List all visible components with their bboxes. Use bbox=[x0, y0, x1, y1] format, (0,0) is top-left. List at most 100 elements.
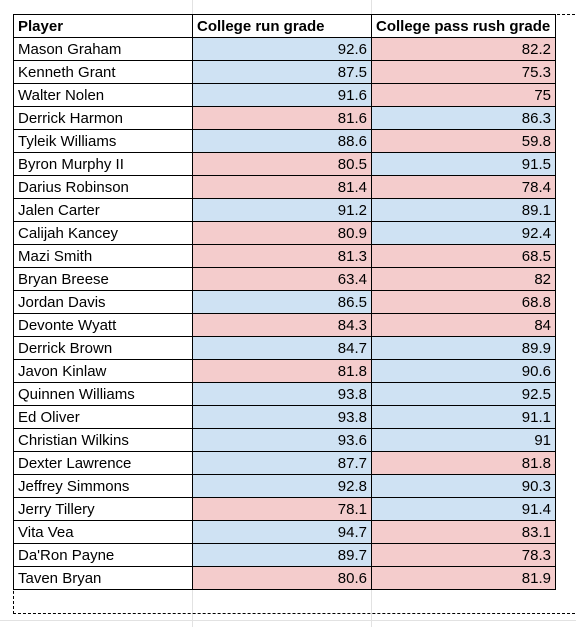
table-row: Christian Wilkins 93.6 91 bbox=[13, 428, 556, 452]
run-grade-cell[interactable]: 81.8 bbox=[192, 359, 372, 383]
pass-rush-grade-cell[interactable]: 91.5 bbox=[371, 152, 556, 176]
table-row: Quinnen Williams 93.8 92.5 bbox=[13, 382, 556, 406]
player-cell[interactable]: Byron Murphy II bbox=[13, 152, 193, 176]
selection-border bbox=[13, 613, 575, 614]
pass-rush-grade-cell[interactable]: 78.3 bbox=[371, 543, 556, 567]
table-row: Derrick Brown 84.7 89.9 bbox=[13, 336, 556, 360]
player-cell[interactable]: Calijah Kancey bbox=[13, 221, 193, 245]
table-row: Kenneth Grant 87.5 75.3 bbox=[13, 60, 556, 84]
table-row: Vita Vea 94.7 83.1 bbox=[13, 520, 556, 544]
player-cell[interactable]: Dexter Lawrence bbox=[13, 451, 193, 475]
pass-rush-grade-cell[interactable]: 82 bbox=[371, 267, 556, 291]
pass-rush-grade-cell[interactable]: 92.4 bbox=[371, 221, 556, 245]
player-cell[interactable]: Mason Graham bbox=[13, 37, 193, 61]
pass-rush-grade-cell[interactable]: 83.1 bbox=[371, 520, 556, 544]
run-grade-cell[interactable]: 88.6 bbox=[192, 129, 372, 153]
player-cell[interactable]: Taven Bryan bbox=[13, 566, 193, 590]
pass-rush-grade-cell[interactable]: 68.5 bbox=[371, 244, 556, 268]
player-cell[interactable]: Devonte Wyatt bbox=[13, 313, 193, 337]
player-cell[interactable]: Mazi Smith bbox=[13, 244, 193, 268]
pass-rush-grade-cell[interactable]: 86.3 bbox=[371, 106, 556, 130]
header-college-run-grade[interactable]: College run grade bbox=[192, 14, 372, 38]
run-grade-cell[interactable]: 78.1 bbox=[192, 497, 372, 521]
pass-rush-grade-cell[interactable]: 75.3 bbox=[371, 60, 556, 84]
player-cell[interactable]: Christian Wilkins bbox=[13, 428, 193, 452]
player-cell[interactable]: Derrick Harmon bbox=[13, 106, 193, 130]
run-grade-cell[interactable]: 92.6 bbox=[192, 37, 372, 61]
header-college-pass-rush-grade[interactable]: College pass rush grade bbox=[371, 14, 556, 38]
table-row: Walter Nolen 91.6 75 bbox=[13, 83, 556, 107]
run-grade-cell[interactable]: 91.2 bbox=[192, 198, 372, 222]
table-row: Mazi Smith 81.3 68.5 bbox=[13, 244, 556, 268]
run-grade-cell[interactable]: 87.7 bbox=[192, 451, 372, 475]
pass-rush-grade-cell[interactable]: 82.2 bbox=[371, 37, 556, 61]
player-cell[interactable]: Kenneth Grant bbox=[13, 60, 193, 84]
player-cell[interactable]: Derrick Brown bbox=[13, 336, 193, 360]
run-grade-cell[interactable]: 63.4 bbox=[192, 267, 372, 291]
player-cell[interactable]: Jalen Carter bbox=[13, 198, 193, 222]
pass-rush-grade-cell[interactable]: 81.8 bbox=[371, 451, 556, 475]
player-cell[interactable]: Javon Kinlaw bbox=[13, 359, 193, 383]
player-cell[interactable]: Quinnen Williams bbox=[13, 382, 193, 406]
table-row: Ed Oliver 93.8 91.1 bbox=[13, 405, 556, 429]
pass-rush-grade-cell[interactable]: 84 bbox=[371, 313, 556, 337]
pass-rush-grade-cell[interactable]: 90.6 bbox=[371, 359, 556, 383]
player-cell[interactable]: Jordan Davis bbox=[13, 290, 193, 314]
run-grade-cell[interactable]: 84.3 bbox=[192, 313, 372, 337]
player-cell[interactable]: Jeffrey Simmons bbox=[13, 474, 193, 498]
table-row: Calijah Kancey 80.9 92.4 bbox=[13, 221, 556, 245]
header-row: Player College run grade College pass ru… bbox=[13, 14, 556, 38]
pass-rush-grade-cell[interactable]: 75 bbox=[371, 83, 556, 107]
table-row: Jeffrey Simmons 92.8 90.3 bbox=[13, 474, 556, 498]
run-grade-cell[interactable]: 81.6 bbox=[192, 106, 372, 130]
pass-rush-grade-cell[interactable]: 89.1 bbox=[371, 198, 556, 222]
table-body: Mason Graham 92.6 82.2 Kenneth Grant 87.5 75.… bbox=[13, 37, 556, 590]
run-grade-cell[interactable]: 86.5 bbox=[192, 290, 372, 314]
data-table: Player College run grade College pass ru… bbox=[13, 14, 556, 590]
table-row: Jerry Tillery 78.1 91.4 bbox=[13, 497, 556, 521]
pass-rush-grade-cell[interactable]: 91.4 bbox=[371, 497, 556, 521]
pass-rush-grade-cell[interactable]: 92.5 bbox=[371, 382, 556, 406]
table-row: Tyleik Williams 88.6 59.8 bbox=[13, 129, 556, 153]
player-cell[interactable]: Darius Robinson bbox=[13, 175, 193, 199]
table-row: Jalen Carter 91.2 89.1 bbox=[13, 198, 556, 222]
pass-rush-grade-cell[interactable]: 91 bbox=[371, 428, 556, 452]
pass-rush-grade-cell[interactable]: 90.3 bbox=[371, 474, 556, 498]
pass-rush-grade-cell[interactable]: 91.1 bbox=[371, 405, 556, 429]
run-grade-cell[interactable]: 84.7 bbox=[192, 336, 372, 360]
run-grade-cell[interactable]: 94.7 bbox=[192, 520, 372, 544]
table-row: Darius Robinson 81.4 78.4 bbox=[13, 175, 556, 199]
run-grade-cell[interactable]: 89.7 bbox=[192, 543, 372, 567]
run-grade-cell[interactable]: 93.8 bbox=[192, 405, 372, 429]
table-row: Devonte Wyatt 84.3 84 bbox=[13, 313, 556, 337]
player-cell[interactable]: Bryan Breese bbox=[13, 267, 193, 291]
pass-rush-grade-cell[interactable]: 89.9 bbox=[371, 336, 556, 360]
run-grade-cell[interactable]: 81.3 bbox=[192, 244, 372, 268]
table-row: Javon Kinlaw 81.8 90.6 bbox=[13, 359, 556, 383]
player-cell[interactable]: Ed Oliver bbox=[13, 405, 193, 429]
run-grade-cell[interactable]: 91.6 bbox=[192, 83, 372, 107]
run-grade-cell[interactable]: 81.4 bbox=[192, 175, 372, 199]
player-cell[interactable]: Vita Vea bbox=[13, 520, 193, 544]
run-grade-cell[interactable]: 80.6 bbox=[192, 566, 372, 590]
run-grade-cell[interactable]: 92.8 bbox=[192, 474, 372, 498]
run-grade-cell[interactable]: 80.5 bbox=[192, 152, 372, 176]
table-row: Derrick Harmon 81.6 86.3 bbox=[13, 106, 556, 130]
run-grade-cell[interactable]: 93.6 bbox=[192, 428, 372, 452]
player-cell[interactable]: Da'Ron Payne bbox=[13, 543, 193, 567]
run-grade-cell[interactable]: 87.5 bbox=[192, 60, 372, 84]
table-row: Da'Ron Payne 89.7 78.3 bbox=[13, 543, 556, 567]
pass-rush-grade-cell[interactable]: 81.9 bbox=[371, 566, 556, 590]
gridline bbox=[0, 620, 576, 621]
table-row: Dexter Lawrence 87.7 81.8 bbox=[13, 451, 556, 475]
run-grade-cell[interactable]: 93.8 bbox=[192, 382, 372, 406]
run-grade-cell[interactable]: 80.9 bbox=[192, 221, 372, 245]
pass-rush-grade-cell[interactable]: 78.4 bbox=[371, 175, 556, 199]
pass-rush-grade-cell[interactable]: 68.8 bbox=[371, 290, 556, 314]
pass-rush-grade-cell[interactable]: 59.8 bbox=[371, 129, 556, 153]
player-cell[interactable]: Tyleik Williams bbox=[13, 129, 193, 153]
player-cell[interactable]: Walter Nolen bbox=[13, 83, 193, 107]
header-player[interactable]: Player bbox=[13, 14, 193, 38]
player-cell[interactable]: Jerry Tillery bbox=[13, 497, 193, 521]
